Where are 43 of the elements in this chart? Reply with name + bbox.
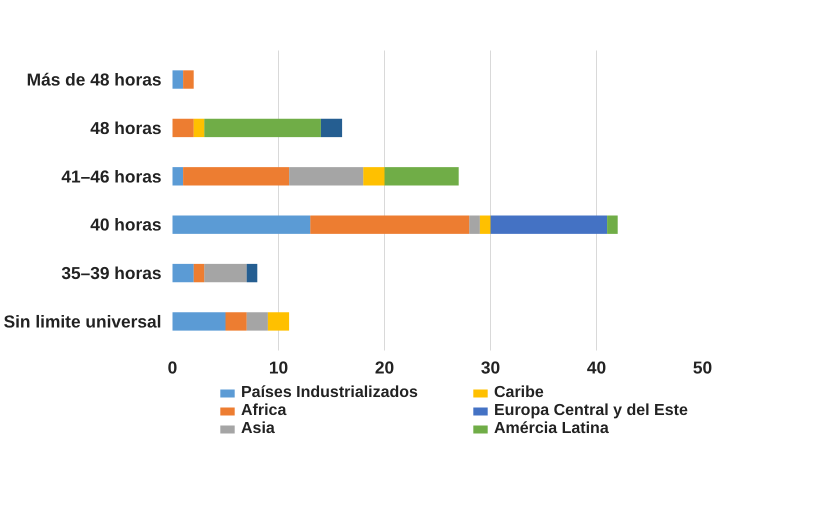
bar [183, 167, 290, 186]
legend-label: Caribe [494, 384, 545, 402]
bar [246, 312, 268, 331]
bar [320, 118, 342, 138]
legend-label: Europa Central y del Este [494, 402, 689, 420]
bar [607, 216, 618, 234]
legend-label: Asia [241, 420, 276, 438]
bar [268, 312, 290, 331]
bar [310, 216, 470, 234]
bar [204, 264, 247, 282]
bar [289, 167, 364, 186]
bar [183, 70, 194, 89]
legend-label: Amércia Latina [494, 420, 610, 438]
bar [172, 216, 310, 234]
bar [172, 312, 226, 331]
bar [246, 264, 258, 282]
bar [204, 118, 321, 138]
y-tick-label: Más de 48 horas [26, 70, 162, 90]
bar [194, 264, 204, 282]
legend-label: Países Industrializados [241, 384, 419, 402]
bar [480, 216, 490, 234]
bar [172, 264, 194, 282]
x-tick-label: 0 [168, 358, 178, 378]
x-tick-label: 10 [268, 358, 288, 378]
y-tick-label: Sin limite universal [4, 311, 162, 332]
bar [384, 167, 459, 186]
bar [172, 118, 194, 138]
x-tick-label: 30 [480, 358, 500, 378]
x-tick-label: 40 [586, 358, 606, 378]
y-tick-label: 35–39 horas [61, 263, 162, 284]
bar [172, 167, 184, 186]
bar [490, 216, 608, 234]
bar [469, 216, 480, 234]
x-tick-label: 20 [374, 358, 394, 378]
legend-label: Africa [241, 402, 288, 420]
bar [226, 312, 247, 331]
y-tick-label: 48 horas [90, 118, 162, 138]
bar [194, 118, 204, 138]
bar [363, 167, 384, 186]
x-tick-label: 50 [692, 358, 712, 378]
y-tick-label: 40 horas [90, 214, 162, 235]
y-tick-label: 41–46 horas [61, 166, 162, 186]
bar [172, 70, 184, 89]
